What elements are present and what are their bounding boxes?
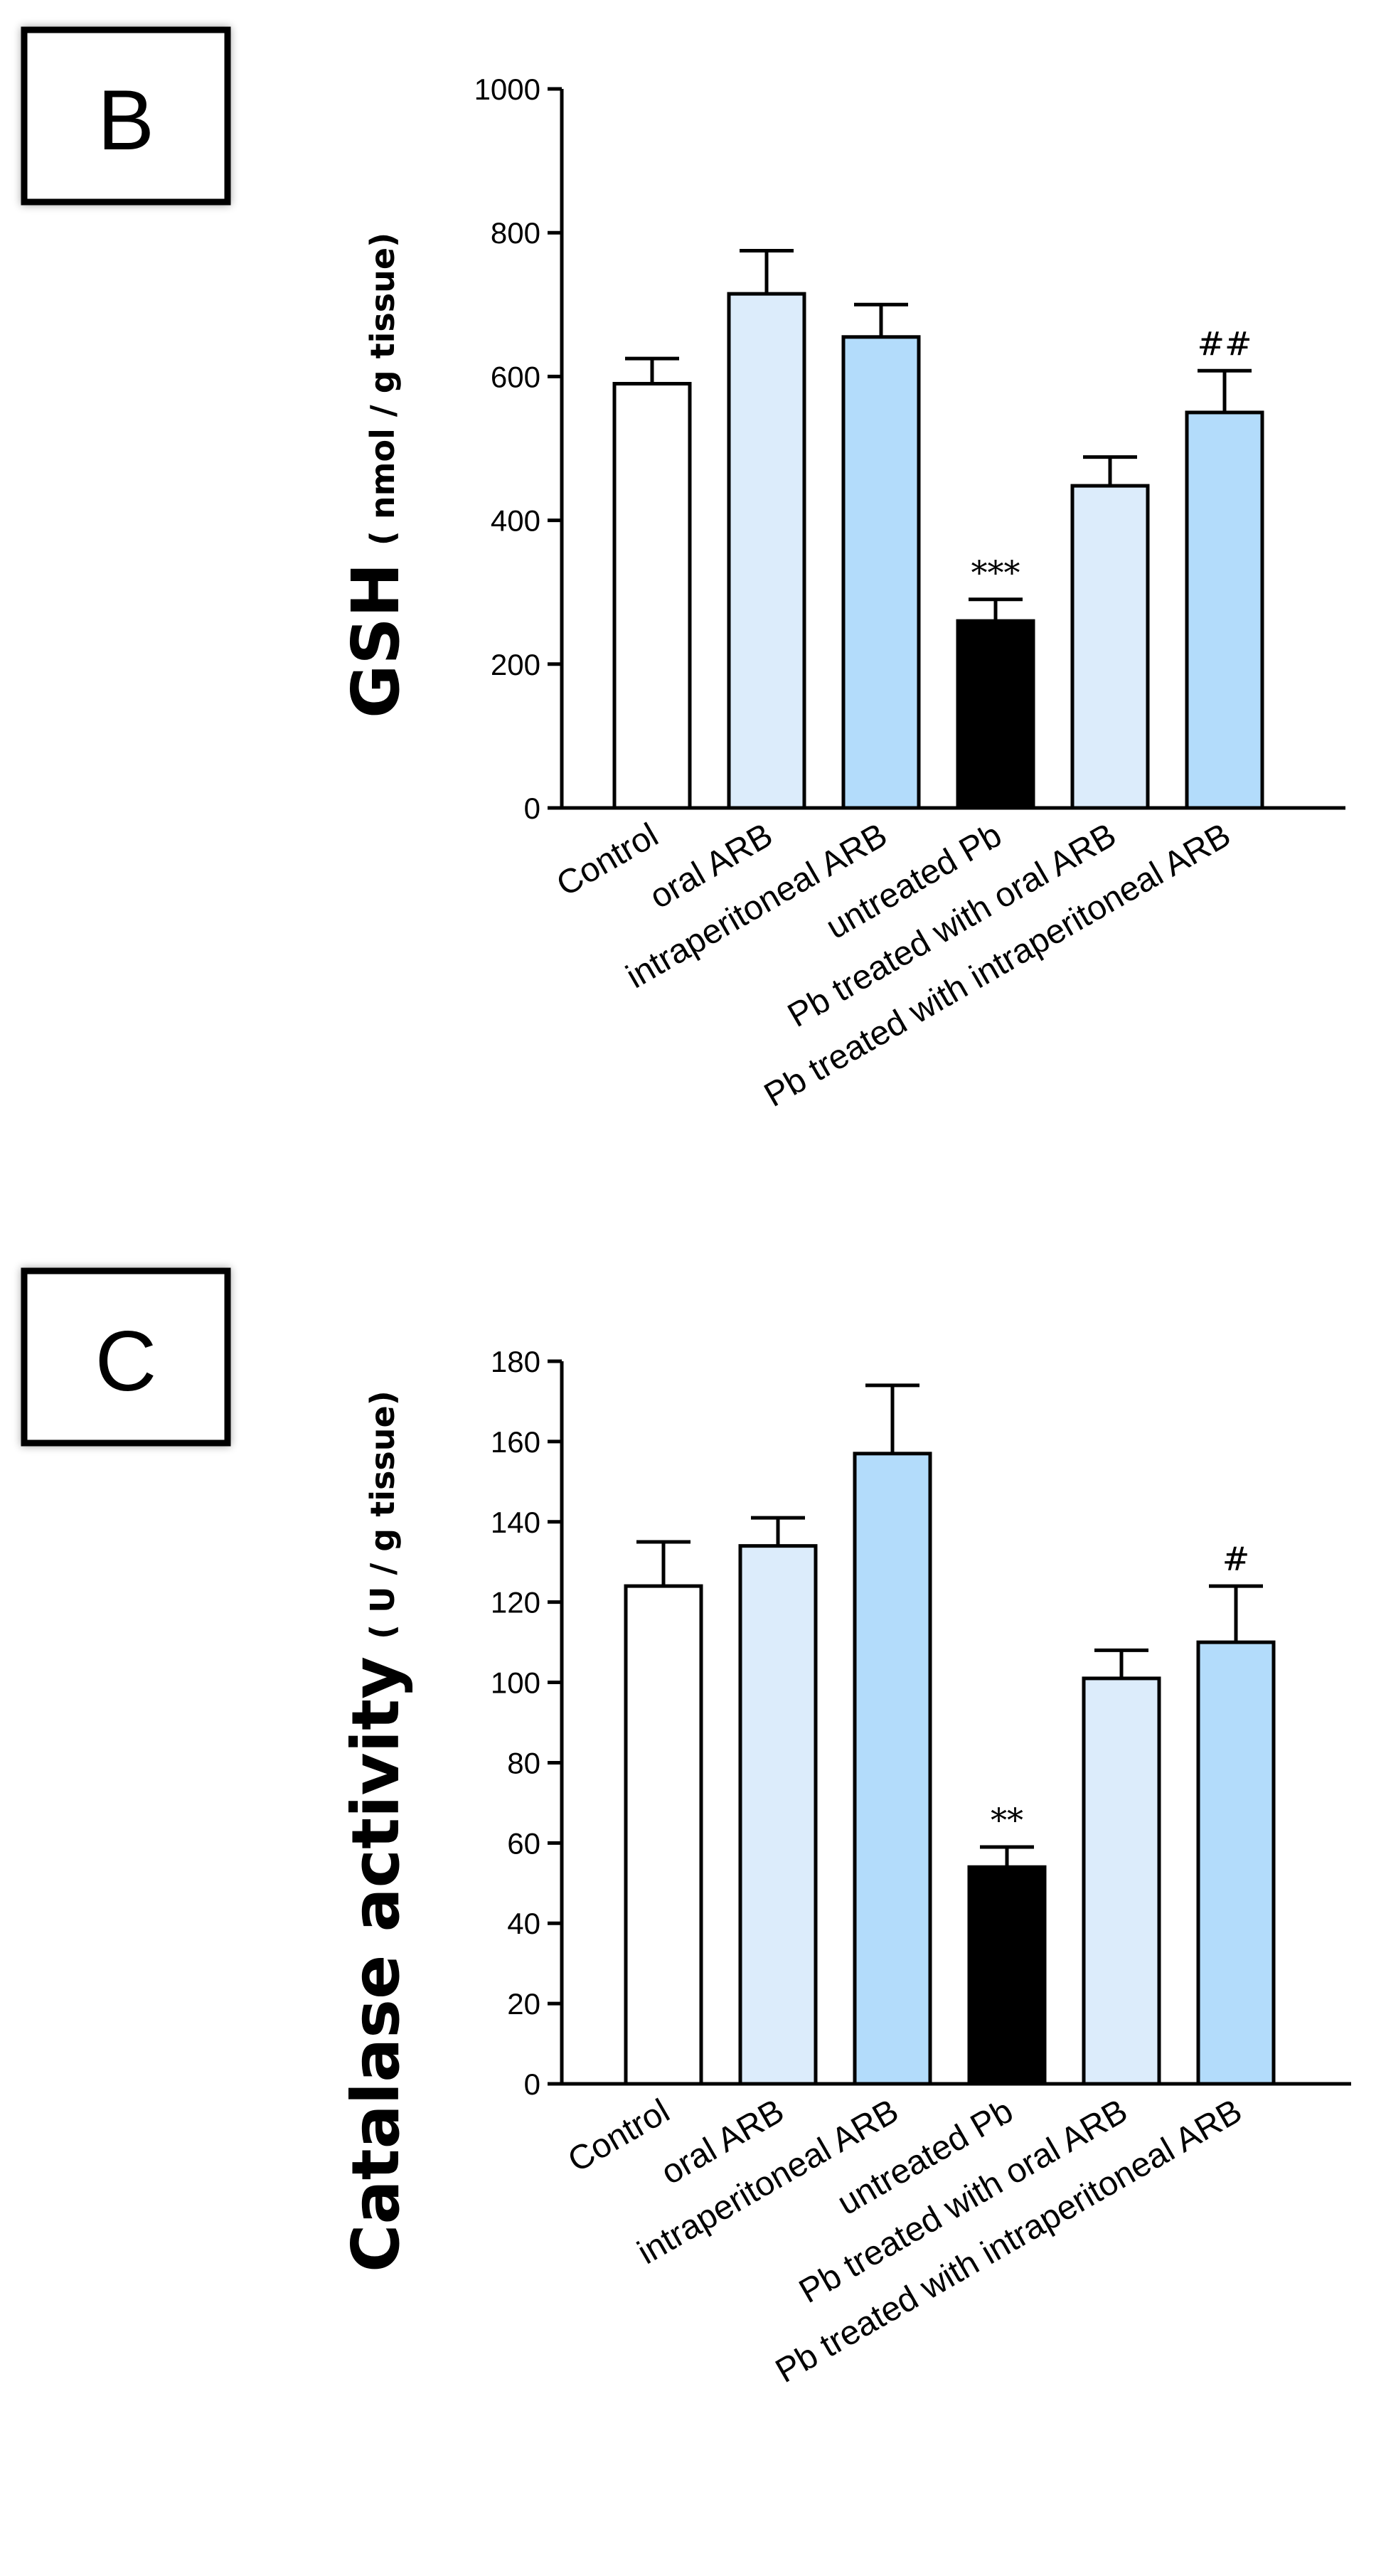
significance-mark: ** [991,1801,1023,1839]
y-tick-label: 60 [507,1826,540,1860]
y-axis-label-main: GSH [338,563,414,718]
panel-c-letter: C [95,1314,157,1409]
y-tick-label: 20 [507,1987,540,2021]
bar [1185,410,1264,810]
panel-c-label-box [21,1267,231,1447]
y-tick-label: 120 [491,1586,540,1619]
panel-c: C 0 20 40 60 80 100 120 140 160 180 Catalase activ… [21,1267,1351,2390]
bar [967,1865,1047,2086]
y-tick-label: 180 [491,1345,540,1378]
y-tick-label: 400 [491,504,540,538]
bar [1070,484,1150,810]
y-tick-label: 800 [491,216,540,250]
y-axis-label: GSH ( nmol / g tissue) [338,233,414,718]
y-axis-label-main: Catalase activity [338,1656,414,2272]
bar [738,1544,818,2086]
y-tick-label: 0 [524,792,540,825]
bar [841,335,921,810]
bar [853,1452,932,2086]
y-tick-label: 40 [507,1907,540,1940]
chart-c: 0 20 40 60 80 100 120 140 160 180 Catalase activit… [338,1345,1351,2390]
bar [1082,1676,1161,2086]
y-axis-label: Catalase activity ( U / g tissue) [338,1390,414,2272]
bar [956,619,1035,810]
y-tick-label: 140 [491,1506,540,1539]
bar [1196,1640,1276,2086]
bar [624,1584,703,2086]
panel-b-label-box [21,26,231,206]
y-axis-label-unit: ( U / g tissue) [363,1390,402,1639]
y-tick-label: 1000 [474,73,540,106]
y-tick-label: 160 [491,1425,540,1459]
significance-mark: ## [1197,324,1252,363]
significance-mark: *** [971,553,1020,592]
y-tick-label: 80 [507,1746,540,1779]
panel-b-letter: B [97,73,154,168]
bar [727,292,806,810]
y-tick-label: 600 [491,360,540,393]
y-tick-label: 100 [491,1666,540,1700]
bar [612,382,692,810]
y-tick-label: 200 [491,648,540,681]
y-axis-label-unit: ( nmol / g tissue) [363,233,402,545]
y-tick-label: 0 [524,2067,540,2101]
significance-mark: # [1222,1540,1250,1578]
panel-b: B 0 200 400 600 800 1000 GSH ( nmol / g tissue)… [21,26,1345,1114]
